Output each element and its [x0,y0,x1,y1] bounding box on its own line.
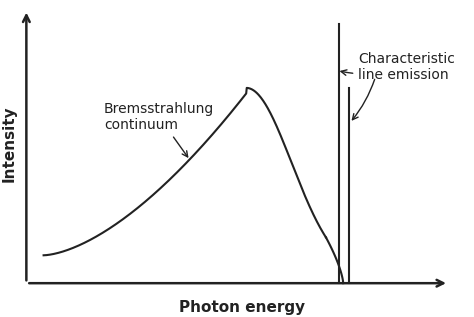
Text: Photon energy: Photon energy [179,300,305,315]
Text: Bremsstrahlung
continuum: Bremsstrahlung continuum [104,102,214,157]
Text: Characteristic
line emission: Characteristic line emission [341,52,455,82]
Text: Intensity: Intensity [1,105,17,182]
